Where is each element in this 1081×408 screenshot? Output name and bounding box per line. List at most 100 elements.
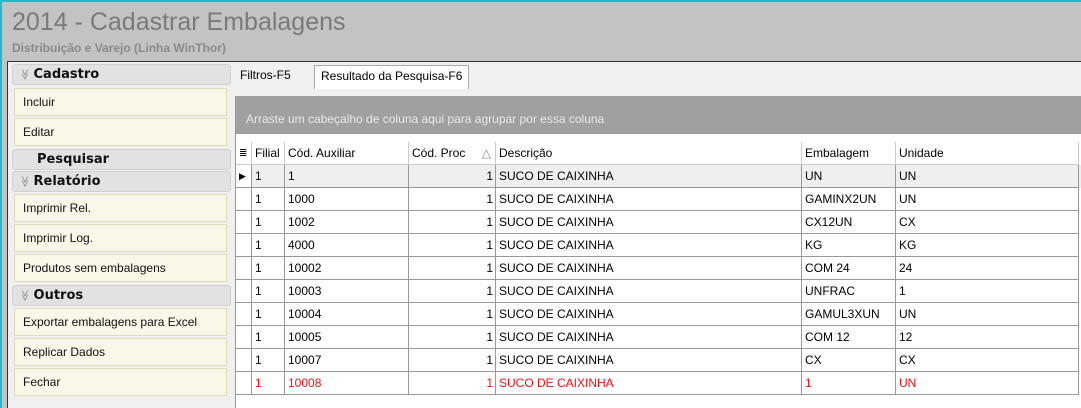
row-indicator-icon[interactable]: ▶ [236, 165, 252, 188]
column-header-label: Cód. Auxiliar [288, 146, 356, 160]
cell-1: 10004 [285, 303, 409, 326]
sidebar-item[interactable]: Imprimir Rel. [14, 194, 227, 222]
cell-3: SUCO DE CAIXINHA [496, 234, 802, 257]
sidebar-group-0[interactable]: ≫ Cadastro [12, 64, 231, 85]
sidebar-item[interactable]: Editar [14, 118, 227, 146]
collapse-chevron-icon: ≫ [18, 175, 32, 188]
cell-0: 1 [252, 349, 285, 372]
column-header[interactable]: Embalagem [802, 142, 896, 165]
cell-1: 10007 [285, 349, 409, 372]
cell-4: GAMINX2UN [802, 188, 896, 211]
cell-4: UNFRAC [802, 280, 896, 303]
sidebar-group-label: Relatório [33, 174, 101, 189]
cell-5: UN [896, 303, 1079, 326]
cell-2: 1 [409, 234, 496, 257]
cell-1: 10002 [285, 257, 409, 280]
table-row[interactable]: 1 1000 1 SUCO DE CAIXINHA GAMINX2UN UN [236, 188, 1081, 211]
cell-4: COM 12 [802, 326, 896, 349]
column-header[interactable]: Filial [252, 142, 285, 165]
sidebar-item[interactable]: Incluir [14, 88, 227, 116]
cell-2: 1 [409, 372, 496, 395]
cell-5: UN [896, 165, 1079, 188]
table-row[interactable]: 1 10005 1 SUCO DE CAIXINHA COM 12 12 [236, 326, 1081, 349]
window-title: 2014 - Cadastrar Embalagens [12, 8, 346, 36]
table-row[interactable]: 1 10008 1 SUCO DE CAIXINHA 1 UN [236, 372, 1081, 395]
cell-4: CX12UN [802, 211, 896, 234]
sidebar-item[interactable]: Exportar embalagens para Excel [14, 308, 227, 336]
sidebar-item[interactable]: Produtos sem embalagens [14, 254, 227, 282]
tab-resultado[interactable]: Resultado da Pesquisa-F6 [314, 65, 470, 89]
cell-3: SUCO DE CAIXINHA [496, 257, 802, 280]
table-row[interactable]: 1 10002 1 SUCO DE CAIXINHA COM 24 24 [236, 257, 1081, 280]
cell-0: 1 [252, 165, 285, 188]
table-row[interactable]: 1 10004 1 SUCO DE CAIXINHA GAMUL3XUN UN [236, 303, 1081, 326]
column-header[interactable]: Unidade [896, 142, 1079, 165]
sidebar-group-1[interactable]: Pesquisar [12, 149, 231, 170]
cell-2: 1 [409, 303, 496, 326]
sidebar-group-3[interactable]: ≫ Outros [12, 285, 231, 306]
main-frame: ≫ Cadastro Incluir Editar Pesquisar ≫ Relatóri… [7, 61, 1081, 408]
table-row[interactable]: 1 1002 1 SUCO DE CAIXINHA CX12UN CX [236, 211, 1081, 234]
column-header-label: Unidade [899, 146, 944, 160]
cell-2: 1 [409, 188, 496, 211]
sidebar-item[interactable]: Replicar Dados [14, 338, 227, 366]
row-indicator[interactable] [236, 280, 252, 303]
column-header-label: Embalagem [805, 146, 870, 160]
cell-3: SUCO DE CAIXINHA [496, 349, 802, 372]
sidebar-group-2[interactable]: ≫ Relatório [12, 171, 231, 192]
column-header-label: Filial [255, 146, 280, 160]
sidebar-group-label: Pesquisar [37, 152, 110, 167]
results-grid: Arraste um cabeçalho de coluna aqui para… [235, 96, 1081, 408]
cell-1: 10003 [285, 280, 409, 303]
sort-asc-icon: △ [481, 146, 491, 160]
cell-5: UN [896, 188, 1079, 211]
cell-5: 24 [896, 257, 1079, 280]
cell-5: 12 [896, 326, 1079, 349]
cell-3: SUCO DE CAIXINHA [496, 372, 802, 395]
cell-2: 1 [409, 165, 496, 188]
cell-3: SUCO DE CAIXINHA [496, 303, 802, 326]
cell-1: 1002 [285, 211, 409, 234]
cell-2: 1 [409, 326, 496, 349]
table-row[interactable]: 1 4000 1 SUCO DE CAIXINHA KG KG [236, 234, 1081, 257]
sidebar-item[interactable]: Fechar [14, 368, 227, 396]
row-indicator[interactable] [236, 211, 252, 234]
table-row[interactable]: ▶ 1 1 1 SUCO DE CAIXINHA UN UN [236, 165, 1081, 188]
cell-4: CX [802, 349, 896, 372]
row-indicator[interactable] [236, 234, 252, 257]
row-indicator[interactable] [236, 349, 252, 372]
cell-2: 1 [409, 349, 496, 372]
cell-0: 1 [252, 257, 285, 280]
column-header[interactable]: Cód. Auxiliar [285, 142, 409, 165]
cell-3: SUCO DE CAIXINHA [496, 188, 802, 211]
tab-filtros[interactable]: Filtros-F5 [240, 68, 291, 82]
cell-0: 1 [252, 234, 285, 257]
table-row[interactable]: 1 10007 1 SUCO DE CAIXINHA CX CX [236, 349, 1081, 372]
cell-3: SUCO DE CAIXINHA [496, 211, 802, 234]
cell-0: 1 [252, 280, 285, 303]
sidebar-group-label: Outros [33, 288, 84, 303]
cell-2: 1 [409, 280, 496, 303]
row-indicator[interactable] [236, 372, 252, 395]
collapse-chevron-icon: ≫ [18, 289, 32, 302]
table-row[interactable]: 1 10003 1 SUCO DE CAIXINHA UNFRAC 1 [236, 280, 1081, 303]
cell-5: CX [896, 349, 1079, 372]
row-indicator[interactable] [236, 257, 252, 280]
sidebar-item[interactable]: Imprimir Log. [14, 224, 227, 252]
cell-4: GAMUL3XUN [802, 303, 896, 326]
cell-5: CX [896, 211, 1079, 234]
column-header[interactable]: Descrição [496, 142, 802, 165]
cell-3: SUCO DE CAIXINHA [496, 326, 802, 349]
cell-1: 1 [285, 165, 409, 188]
row-indicator[interactable] [236, 326, 252, 349]
cell-0: 1 [252, 211, 285, 234]
cell-4: KG [802, 234, 896, 257]
cell-4: COM 24 [802, 257, 896, 280]
cell-0: 1 [252, 188, 285, 211]
row-indicator[interactable] [236, 188, 252, 211]
group-by-panel[interactable]: Arraste um cabeçalho de coluna aqui para… [236, 96, 1081, 134]
row-indicator[interactable] [236, 303, 252, 326]
column-header[interactable]: Cód. Proc △ [409, 142, 496, 165]
cell-4: 1 [802, 372, 896, 395]
column-chooser-icon[interactable]: ≣ [236, 142, 252, 165]
